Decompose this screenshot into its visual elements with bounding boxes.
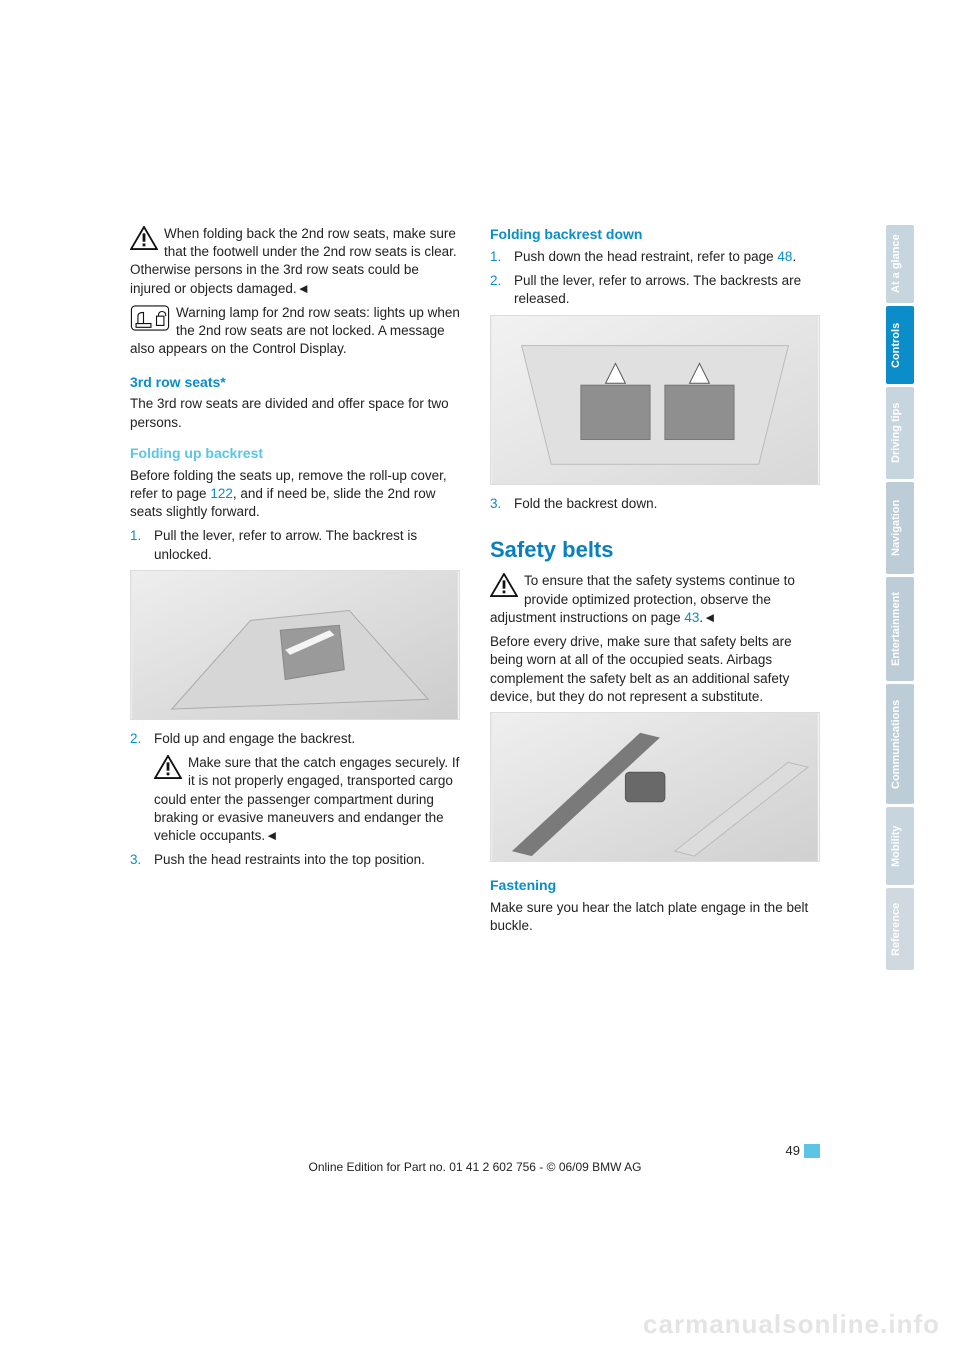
side-tab[interactable]: Mobility	[886, 807, 914, 885]
warning-lamp-block: Warning lamp for 2nd row seats: lights u…	[130, 304, 460, 359]
folddown-step-1: 1. Push down the head restraint, refer t…	[490, 248, 820, 266]
p-folding-up-intro: Before folding the seats up, remove the …	[130, 467, 460, 522]
warn3-b: .◄	[699, 610, 716, 625]
warning-safety-systems: To ensure that the safety systems contin…	[490, 572, 820, 627]
heading-folding-up: Folding up backrest	[130, 444, 460, 463]
side-tab[interactable]: At a glance	[886, 225, 914, 303]
warning-triangle-icon	[130, 226, 158, 250]
heading-folding-down: Folding backrest down	[490, 225, 820, 244]
left-column: When folding back the 2nd row seats, mak…	[130, 225, 460, 941]
watermark: carmanualsonline.info	[643, 1309, 940, 1340]
warning-text: To ensure that the safety systems contin…	[490, 573, 795, 624]
warning-catch-engage: Make sure that the catch engages securel…	[130, 754, 460, 845]
p-safety-belts: Before every drive, make sure that safet…	[490, 633, 820, 706]
step-number: 1.	[130, 527, 144, 563]
page-content: When folding back the 2nd row seats, mak…	[130, 225, 820, 941]
page-footer: 49 Online Edition for Part no. 01 41 2 6…	[130, 1143, 820, 1174]
p-3rd-row: The 3rd row seats are divided and offer …	[130, 395, 460, 431]
page-number: 49	[786, 1143, 800, 1158]
step-text: Fold the backrest down.	[514, 495, 820, 513]
foldup-step-1: 1. Pull the lever, refer to arrow. The b…	[130, 527, 460, 563]
p-fastening: Make sure you hear the latch plate engag…	[490, 899, 820, 935]
step1-a: Push down the head restraint, refer to p…	[514, 249, 777, 264]
heading-fastening: Fastening	[490, 876, 820, 895]
step-number: 3.	[490, 495, 504, 513]
figure-safety-belt	[490, 712, 820, 862]
warning-text: Make sure that the catch engages securel…	[154, 755, 459, 843]
figure-foldup-lever	[130, 570, 460, 720]
page-number-bar	[804, 1144, 820, 1158]
side-tab[interactable]: Controls	[886, 306, 914, 384]
seat-lock-indicator-icon	[130, 305, 170, 331]
right-column: Folding backrest down 1. Push down the h…	[490, 225, 820, 941]
step-text: Push the head restraints into the top po…	[154, 851, 460, 869]
foldup-step-3: 3. Push the head restraints into the top…	[130, 851, 460, 869]
warning-triangle-icon	[490, 573, 518, 597]
step-text: Push down the head restraint, refer to p…	[514, 248, 820, 266]
heading-safety-belts: Safety belts	[490, 535, 820, 565]
side-tab[interactable]: Communications	[886, 684, 914, 804]
warning-text: When folding back the 2nd row seats, mak…	[130, 226, 457, 296]
step-number: 2.	[130, 730, 144, 748]
step1-b: .	[792, 249, 796, 264]
warn3-a: To ensure that the safety systems contin…	[490, 573, 795, 624]
side-tab[interactable]: Reference	[886, 888, 914, 970]
heading-3rd-row: 3rd row seats*	[130, 373, 460, 392]
link-page-43[interactable]: 43	[684, 610, 699, 625]
foldup-step-2: 2. Fold up and engage the backrest.	[130, 730, 460, 748]
side-tab[interactable]: Driving tips	[886, 387, 914, 479]
step-text: Pull the lever, refer to arrow. The back…	[154, 527, 460, 563]
step-text: Pull the lever, refer to arrows. The bac…	[514, 272, 820, 308]
edition-line: Online Edition for Part no. 01 41 2 602 …	[130, 1160, 820, 1174]
step-number: 1.	[490, 248, 504, 266]
side-tabs: At a glance Controls Driving tips Navigatio…	[886, 225, 914, 970]
warning-triangle-icon	[154, 755, 182, 779]
figure-folddown-lever	[490, 315, 820, 485]
side-tab[interactable]: Entertainment	[886, 577, 914, 681]
step-number: 2.	[490, 272, 504, 308]
folddown-step-2: 2. Pull the lever, refer to arrows. The …	[490, 272, 820, 308]
folddown-step-3: 3. Fold the backrest down.	[490, 495, 820, 513]
step-number: 3.	[130, 851, 144, 869]
side-tab[interactable]: Navigation	[886, 482, 914, 574]
link-page-48[interactable]: 48	[777, 249, 792, 264]
step-text: Fold up and engage the backrest.	[154, 730, 460, 748]
link-page-122[interactable]: 122	[210, 486, 233, 501]
warning-lamp-text: Warning lamp for 2nd row seats: lights u…	[130, 305, 460, 356]
warning-fold-back: When folding back the 2nd row seats, mak…	[130, 225, 460, 298]
